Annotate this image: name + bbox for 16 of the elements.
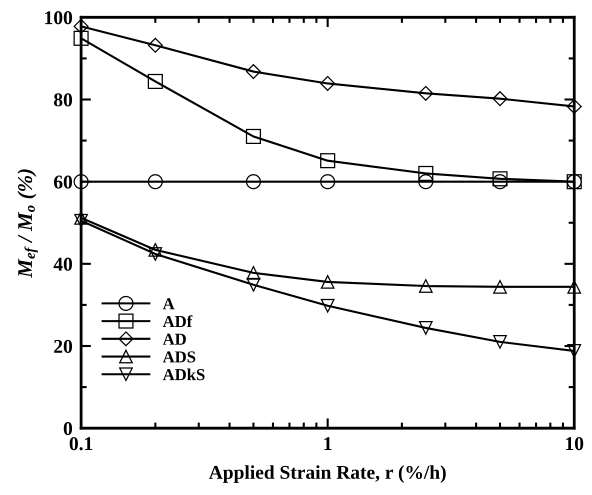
- x-axis-title: Applied Strain Rate, r (%/h): [208, 465, 446, 483]
- y-tick-label: 60: [54, 175, 72, 189]
- x-tick-label: 0.1: [70, 437, 92, 450]
- legend-label: ADkS: [162, 368, 205, 380]
- y-axis-title: M$_{ef}$/ M$_{o}$ (%): [17, 169, 38, 278]
- y-tick-label: 20: [54, 340, 72, 353]
- y-tick-label: 80: [54, 93, 72, 106]
- y-tick-label: 40: [54, 258, 72, 271]
- y-tick-label: 100: [45, 11, 72, 24]
- legend-label: A: [162, 298, 175, 310]
- legend-label: ADf: [162, 315, 192, 327]
- x-tick-label: 10: [566, 437, 584, 450]
- legend-label: AD: [162, 334, 186, 345]
- legend-label: ADS: [162, 351, 196, 363]
- y-tick-label: 0: [64, 422, 72, 436]
- x-tick-label: 1: [324, 437, 332, 450]
